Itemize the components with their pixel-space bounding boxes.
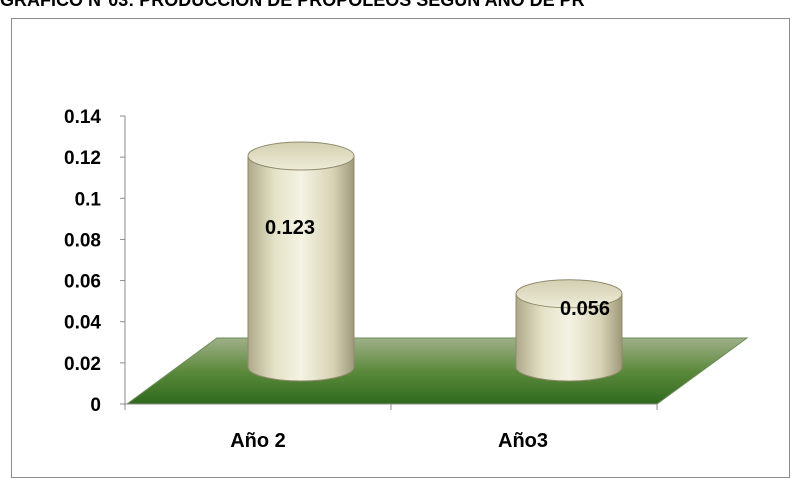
- y-tick-label: 0.14: [64, 107, 101, 128]
- chart-floor: [125, 337, 749, 405]
- y-tick-label: 0.12: [64, 148, 101, 169]
- x-category-label: Año3: [498, 430, 548, 452]
- data-label: 0.056: [560, 298, 610, 320]
- y-tick-label: 0: [90, 395, 101, 416]
- bar-cap: [247, 141, 355, 171]
- y-tick-label: 0.06: [64, 272, 101, 293]
- y-tick-label: 0.08: [64, 230, 101, 251]
- y-tick-label: 0.02: [64, 354, 101, 375]
- bar: [247, 141, 355, 382]
- y-tick-label: 0.1: [75, 189, 102, 210]
- labels: 0.123 Año 2 0.056 Año3: [230, 217, 610, 452]
- data-label: 0.123: [265, 217, 315, 239]
- chart-title: GRÁFICO N°03: PRODUCCIÓN DE PROPÓLEOS SE…: [0, 0, 585, 10]
- x-category-label: Año 2: [230, 430, 286, 452]
- y-tick-label: 0.04: [64, 313, 101, 334]
- bars: [247, 141, 623, 382]
- axes: 0 0.02 0.04 0.06 0.08 0.1 0.12 0.14: [64, 107, 658, 416]
- bar-body: [515, 293, 623, 382]
- bar: [515, 279, 623, 382]
- bar-cap: [515, 279, 623, 309]
- bar-body: [247, 155, 355, 382]
